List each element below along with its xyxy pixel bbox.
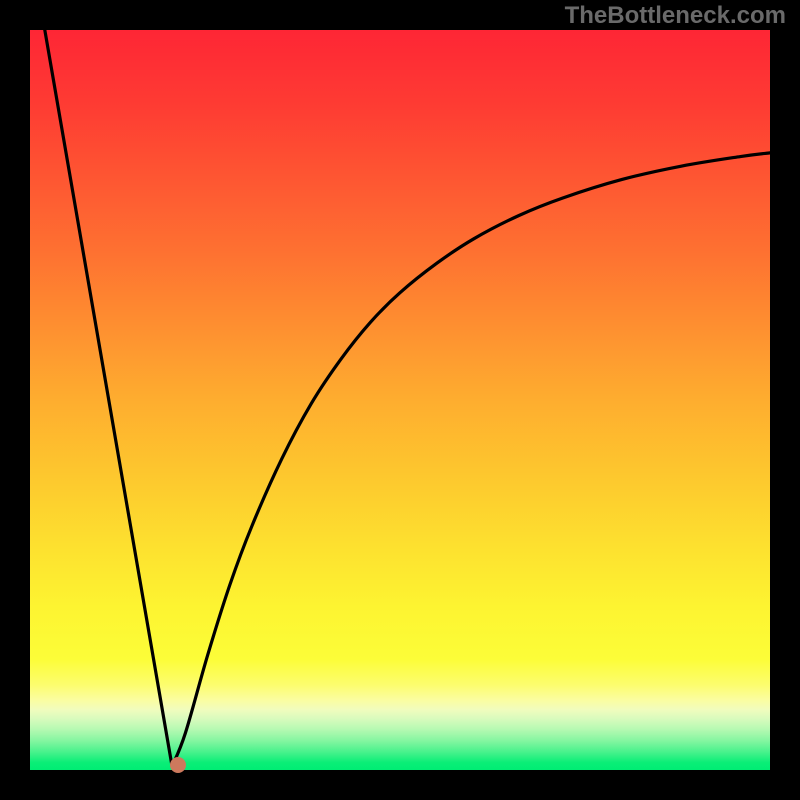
plot-area — [30, 30, 770, 770]
curve-left-branch — [45, 30, 172, 766]
chart-container: TheBottleneck.com — [0, 0, 800, 800]
curve-right-branch — [172, 153, 770, 766]
watermark-text: TheBottleneck.com — [565, 2, 786, 30]
curve-layer — [30, 30, 770, 770]
minimum-marker — [170, 757, 186, 773]
